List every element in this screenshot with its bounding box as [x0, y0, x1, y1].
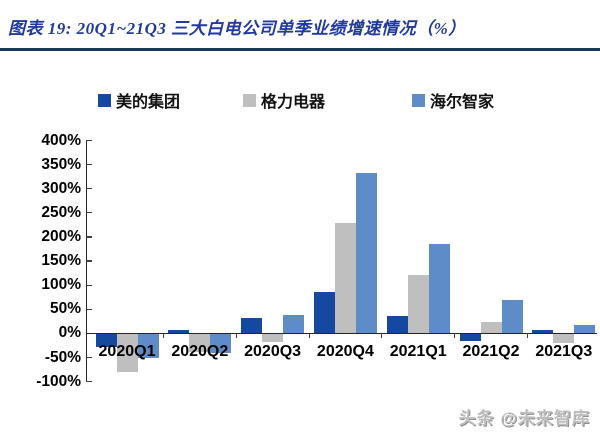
- x-axis-zero-line: [85, 332, 597, 335]
- y-axis-tick: [85, 381, 92, 383]
- x-axis-label-2021Q1: 2021Q1: [389, 343, 447, 360]
- bar-海尔智家-2020Q3: [283, 315, 305, 334]
- bar-海尔智家-2021Q2: [501, 300, 523, 334]
- x-axis-tick: [526, 333, 529, 338]
- y-axis-tick: [85, 236, 92, 238]
- legend-swatch-haier-icon: [412, 93, 425, 107]
- bar-海尔智家-2021Q1: [428, 244, 450, 334]
- legend-label: 海尔智家: [430, 94, 495, 111]
- chart-legend: 美的集团 格力电器 海尔智家: [0, 90, 600, 112]
- x-axis-label-2020Q4: 2020Q4: [316, 343, 374, 360]
- y-axis-tick: [85, 164, 92, 166]
- y-axis-tick-label: -100%: [36, 372, 81, 390]
- chart-title: 图表 19: 20Q1~21Q3 三大白电公司单季业绩增速情况（%）: [8, 19, 466, 38]
- x-axis-label-2020Q2: 2020Q2: [171, 343, 229, 360]
- bar-海尔智家-2020Q2: [210, 334, 232, 353]
- title-divider: [0, 48, 600, 51]
- legend-item-midea: 美的集团: [98, 90, 181, 111]
- bar-格力电器-2020Q2: [189, 334, 211, 353]
- y-axis-tick: [85, 139, 92, 142]
- bar-美的集团-2020Q4: [313, 292, 335, 334]
- legend-item-haier: 海尔智家: [412, 90, 495, 111]
- bar-格力电器-2021Q2: [480, 322, 502, 334]
- bar-格力电器-2021Q1: [407, 275, 429, 334]
- y-axis-tick-label: -50%: [44, 348, 81, 366]
- bar-美的集团-2020Q1: [95, 334, 117, 347]
- x-axis-label-2021Q3: 2021Q3: [535, 343, 593, 360]
- bar-格力电器-2021Q3: [553, 334, 575, 343]
- y-axis-tick: [85, 284, 92, 286]
- bar-美的集团-2020Q2: [168, 330, 190, 334]
- bar-海尔智家-2020Q4: [355, 173, 377, 334]
- y-axis-tick: [85, 308, 92, 310]
- x-axis-tick: [235, 333, 237, 338]
- x-axis-label-2021Q2: 2021Q2: [462, 343, 520, 360]
- bar-格力电器-2020Q4: [334, 223, 356, 334]
- legend-label: 格力电器: [261, 94, 326, 111]
- x-axis-label-2020Q1: 2020Q1: [98, 343, 156, 360]
- bar-海尔智家-2020Q1: [137, 334, 159, 359]
- bar-格力电器-2020Q3: [262, 334, 284, 343]
- x-axis-tick: [308, 333, 310, 338]
- y-axis-tick: [85, 188, 92, 190]
- y-axis-tick-label: 100%: [41, 276, 81, 294]
- watermark-text: 头条 @未来智库: [458, 409, 590, 428]
- x-axis-tick: [454, 333, 456, 338]
- y-axis-tick-label: 400%: [41, 131, 81, 149]
- y-axis-tick-label: 200%: [41, 227, 81, 245]
- bar-海尔智家-2021Q3: [574, 325, 596, 334]
- bar-格力电器-2020Q1: [116, 334, 138, 372]
- y-axis-tick-label: 150%: [41, 252, 81, 270]
- y-axis-tick: [85, 356, 92, 359]
- y-axis-tick-label: 0%: [58, 324, 81, 342]
- legend-label: 美的集团: [116, 94, 181, 111]
- legend-swatch-midea-icon: [98, 93, 111, 107]
- y-axis-tick-label: 50%: [49, 300, 81, 318]
- bar-美的集团-2021Q2: [459, 334, 481, 341]
- bar-美的集团-2021Q1: [386, 315, 408, 334]
- x-axis-label-2020Q3: 2020Q3: [244, 343, 302, 360]
- bar-美的集团-2020Q3: [241, 317, 263, 334]
- y-axis-tick-label: 250%: [41, 203, 81, 221]
- y-axis-tick-label: 350%: [41, 155, 81, 173]
- bar-美的集团-2021Q3: [532, 329, 554, 334]
- legend-item-gree: 格力电器: [243, 90, 326, 111]
- y-axis-tick: [85, 260, 92, 262]
- x-axis-tick: [381, 333, 383, 338]
- legend-swatch-gree-icon: [243, 93, 256, 107]
- y-axis-tick-label: 300%: [41, 179, 81, 197]
- y-axis-tick: [85, 212, 92, 214]
- x-axis-tick: [162, 333, 165, 338]
